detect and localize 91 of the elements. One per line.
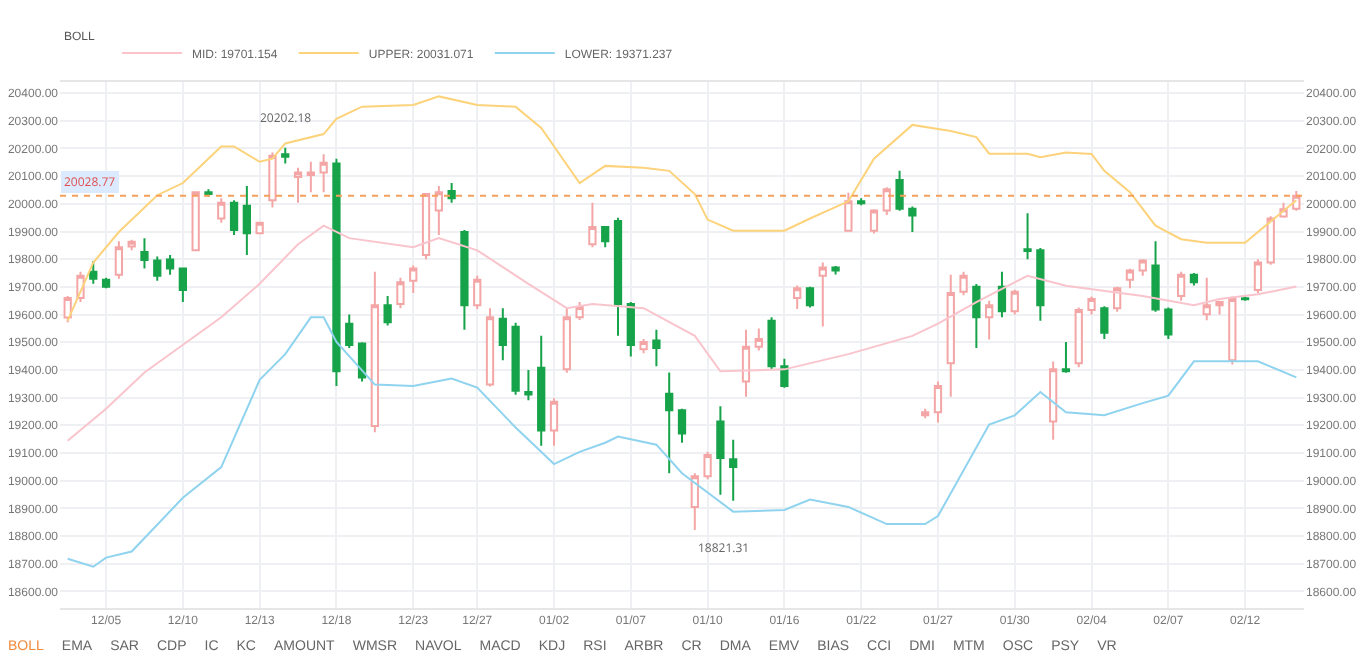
candlestick: [460, 229, 469, 331]
candlestick: [716, 405, 725, 496]
candlestick: [549, 397, 559, 447]
candlestick: [396, 276, 405, 310]
candlestick: [421, 193, 431, 261]
candlestick: [255, 221, 264, 236]
candlestick: [895, 169, 904, 212]
candlestick: [281, 146, 290, 165]
candlestick: [1074, 306, 1083, 369]
candlestick: [997, 270, 1007, 319]
candlestick: [831, 265, 840, 276]
candlestick: [434, 185, 443, 237]
candlestick: [703, 450, 712, 481]
candlestick: [626, 301, 635, 358]
candlestick: [370, 270, 379, 434]
candlestick: [383, 295, 392, 327]
candlestick: [780, 357, 789, 389]
candlestick: [869, 208, 879, 235]
candlestick: [972, 283, 981, 350]
candlestick: [537, 334, 546, 447]
candlestick: [562, 307, 571, 374]
candlestick: [985, 299, 994, 341]
candlestick: [153, 255, 162, 282]
candlestick: [217, 197, 226, 224]
candlestick: [1100, 305, 1109, 340]
candlestick: [741, 328, 751, 398]
candlestick: [447, 182, 456, 204]
candlestick: [1164, 306, 1173, 340]
candlestick: [140, 237, 149, 270]
candlestick: [754, 327, 763, 352]
line-series: [66, 224, 1298, 442]
candlestick: [1036, 247, 1045, 322]
candlestick: [1189, 272, 1199, 287]
candlestick: [1266, 215, 1275, 266]
candlestick: [1228, 295, 1237, 366]
candlestick: [575, 301, 584, 322]
candlestick: [1061, 340, 1071, 374]
candlestick: [473, 274, 482, 311]
candlestick: [1087, 295, 1096, 316]
candlestick: [524, 368, 533, 402]
candlestick: [882, 186, 891, 216]
candlestick: [805, 285, 815, 309]
line-series: [66, 95, 1298, 322]
candlestick: [1023, 212, 1032, 261]
candlestick: [345, 313, 354, 350]
candlestick: [485, 307, 495, 388]
candlestick: [793, 284, 802, 311]
candlestick: [908, 205, 917, 234]
candlestick: [921, 407, 930, 420]
candlestick: [1010, 288, 1019, 316]
candlestick: [1253, 258, 1263, 294]
candlestick: [242, 185, 251, 257]
candlestick: [1202, 276, 1211, 322]
candlestick: [293, 166, 303, 204]
line-series: [66, 316, 1298, 568]
candlestick: [498, 307, 507, 362]
candlestick: [1215, 299, 1224, 316]
candlestick: [677, 407, 687, 444]
candlestick: [639, 337, 648, 355]
candlestick: [229, 199, 239, 237]
candlestick: [857, 197, 866, 207]
candlestick: [690, 472, 699, 532]
candlestick: [652, 328, 661, 368]
candlestick: [1138, 258, 1147, 277]
candlestick: [946, 273, 955, 398]
candlestick: [665, 371, 674, 475]
candlestick: [319, 153, 328, 194]
candlestick: [204, 188, 213, 198]
candlestick: [959, 270, 968, 297]
candlestick: [306, 160, 315, 194]
candlestick: [1125, 267, 1135, 290]
candlestick: [933, 380, 943, 424]
candlestick: [409, 264, 418, 294]
candlestick: [613, 216, 623, 337]
candlestick: [101, 276, 111, 290]
candlestick: [268, 151, 277, 209]
candlestick: [588, 201, 597, 249]
candlestick: [114, 240, 123, 280]
candlestick: [1177, 270, 1186, 302]
candlestick: [1049, 360, 1058, 441]
candlestick: [191, 190, 200, 252]
candlestick: [511, 321, 520, 396]
candlestick: [89, 260, 98, 285]
candlestick: [178, 266, 187, 304]
candlestick: [844, 191, 853, 233]
candlestick: [767, 316, 776, 371]
candlestick: [818, 261, 827, 328]
candlestick: [729, 438, 738, 502]
candlestick: [165, 254, 175, 276]
candlestick: [1151, 240, 1160, 313]
candlestick: [601, 226, 610, 249]
